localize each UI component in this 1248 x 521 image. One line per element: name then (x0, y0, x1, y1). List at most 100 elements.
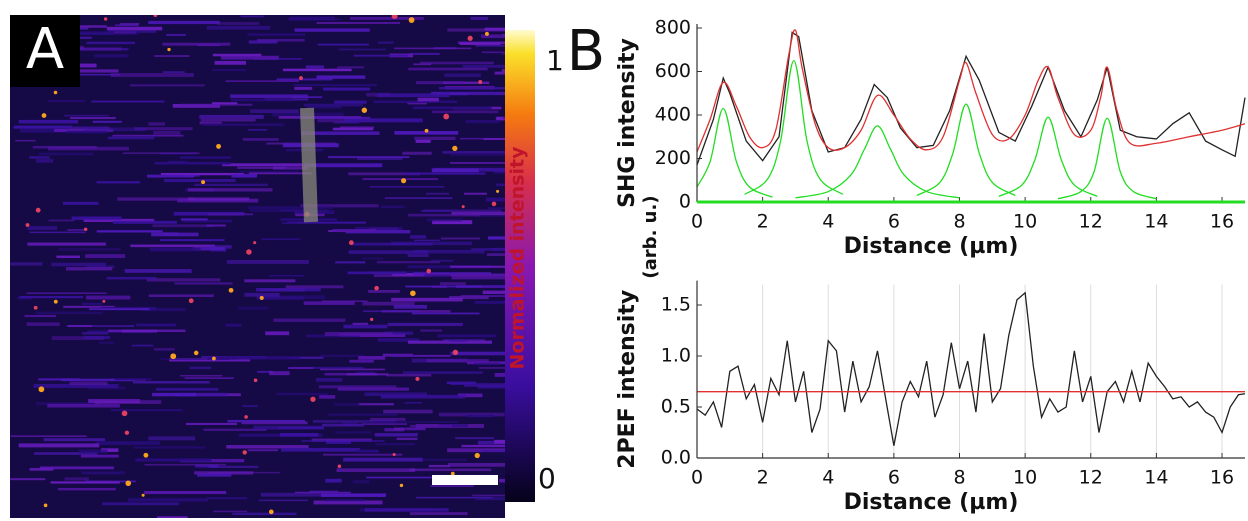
texture-spot (467, 35, 473, 41)
texture-streak (249, 209, 313, 212)
texture-streak (212, 69, 246, 71)
texture-streak (320, 368, 385, 371)
colorbar-max: 1 (546, 44, 564, 77)
texture-streak (343, 324, 388, 329)
texture-streak (106, 276, 157, 280)
texture-streak (313, 420, 397, 423)
texture-streak (298, 116, 371, 120)
texture-streak (350, 17, 424, 20)
texture-streak (64, 477, 89, 481)
texture-streak (441, 237, 480, 240)
texture-streak (428, 464, 450, 468)
y-axis-label: SHG intensity (615, 38, 640, 208)
texture-streak (364, 508, 449, 512)
texture-spot (259, 295, 264, 301)
texture-spot (53, 90, 58, 95)
texture-spot (193, 350, 199, 356)
texture-streak (411, 312, 480, 315)
texture-spot (310, 396, 316, 402)
texture-spot (361, 107, 368, 113)
texture-streak (185, 422, 237, 426)
texture-streak (57, 488, 116, 491)
texture-streak (327, 413, 398, 416)
texture-streak (208, 213, 254, 216)
texture-streak (382, 353, 414, 357)
texture-streak (148, 294, 214, 298)
texture-streak (242, 138, 279, 141)
texture-streak (354, 226, 403, 231)
texture-streak (347, 271, 407, 275)
texture-streak (153, 130, 181, 135)
scale-bar (432, 475, 498, 485)
x-tick-label: 14 (1144, 211, 1168, 233)
texture-streak (94, 401, 162, 404)
texture-streak (34, 452, 98, 455)
texture-streak (61, 378, 134, 382)
texture-streak (422, 209, 502, 212)
texture-streak (387, 322, 463, 327)
x-tick-label: 14 (1144, 467, 1168, 489)
texture-streak (470, 16, 489, 20)
panel-label: A (26, 17, 64, 82)
texture-streak (478, 367, 505, 369)
data-line (696, 107, 773, 198)
texture-streak (317, 43, 369, 46)
texture-streak (494, 372, 505, 377)
texture-streak (124, 269, 192, 273)
texture-streak (324, 499, 365, 502)
texture-streak (110, 409, 183, 412)
texture-streak (438, 87, 505, 90)
data-line (696, 29, 1246, 153)
texture-streak (181, 103, 253, 106)
texture-streak (206, 497, 248, 500)
texture-streak (353, 54, 409, 57)
texture-streak (225, 80, 299, 82)
texture-spot (53, 299, 58, 304)
texture-streak (356, 157, 403, 160)
texture-streak (336, 468, 416, 472)
texture-streak (386, 373, 432, 377)
texture-streak (77, 73, 121, 76)
texture-streak (258, 499, 309, 502)
texture-spot (268, 509, 274, 515)
texture-streak (431, 91, 505, 96)
texture-spot (125, 480, 132, 487)
texture-streak (442, 151, 505, 154)
texture-streak (409, 468, 492, 472)
texture-streak (374, 433, 418, 437)
texture-streak (339, 126, 374, 129)
texture-streak (321, 300, 368, 302)
texture-streak (240, 15, 265, 18)
texture-streak (180, 374, 223, 377)
texture-spot (143, 452, 149, 458)
texture-streak (88, 386, 126, 390)
texture-streak (260, 492, 326, 497)
texture-streak (333, 403, 361, 406)
texture-streak (408, 213, 481, 217)
texture-streak (43, 438, 106, 442)
y-axis-unit: (arb. u.) (640, 195, 661, 278)
texture-streak (288, 18, 341, 21)
texture-streak (81, 332, 109, 335)
texture-streak (356, 449, 379, 453)
texture-spot (141, 493, 145, 497)
texture-streak (238, 306, 269, 310)
texture-streak (162, 42, 231, 46)
texture-streak (281, 447, 361, 452)
texture-streak (304, 163, 383, 168)
texture-streak (89, 308, 150, 311)
texture-streak (404, 401, 422, 404)
x-tick-label: 8 (953, 211, 965, 233)
texture-streak (323, 453, 403, 456)
texture-streak (475, 496, 505, 501)
texture-streak (94, 54, 129, 58)
texture-spot (170, 353, 177, 360)
texture-streak (154, 162, 231, 165)
texture-streak (148, 436, 196, 441)
texture-streak (108, 136, 155, 140)
texture-streak (450, 162, 505, 164)
texture-streak (311, 438, 372, 442)
texture-streak (64, 114, 109, 117)
texture-streak (493, 169, 505, 174)
texture-streak (199, 114, 264, 119)
